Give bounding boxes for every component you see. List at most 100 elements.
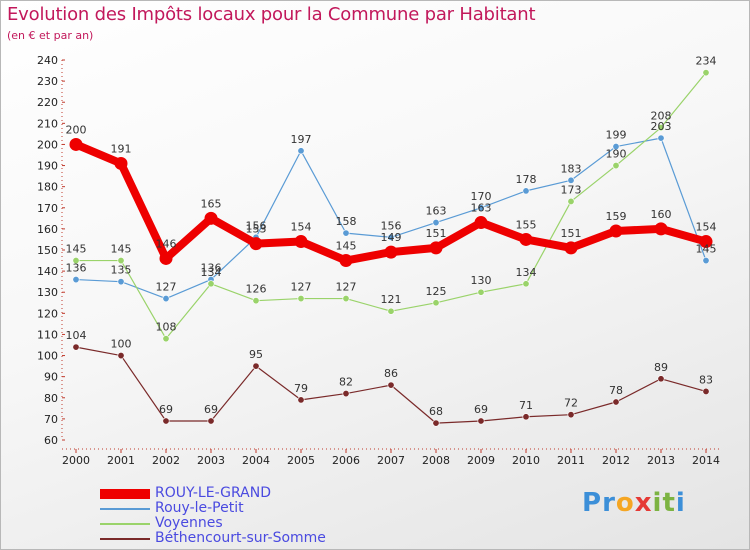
data-label: 145 [66, 243, 87, 256]
data-point [567, 411, 575, 419]
data-point [522, 280, 530, 288]
data-label: 170 [471, 190, 492, 203]
data-point [204, 211, 218, 225]
data-point [612, 162, 620, 170]
data-label: 125 [426, 285, 447, 298]
series-layer [69, 69, 713, 427]
data-label: 83 [699, 373, 713, 386]
logo-letter: x [634, 488, 653, 518]
x-tick-label: 2011 [557, 454, 585, 467]
data-point [609, 224, 623, 238]
data-label: 165 [201, 197, 222, 210]
data-point [474, 216, 488, 230]
data-point [69, 137, 83, 151]
data-point [567, 197, 575, 205]
data-point [117, 352, 125, 360]
data-point [702, 257, 710, 265]
data-point [567, 176, 575, 184]
data-point [702, 387, 710, 395]
x-tick-label: 2008 [422, 454, 450, 467]
data-label: 153 [246, 223, 267, 236]
data-point [162, 335, 170, 343]
data-label: 69 [159, 403, 173, 416]
legend-swatch [100, 523, 150, 525]
data-point [207, 417, 215, 425]
data-label: 199 [606, 129, 627, 142]
x-tick-label: 2006 [332, 454, 360, 467]
data-point [297, 396, 305, 404]
legend-label: Rouy-le-Petit [155, 500, 244, 516]
data-label: 155 [516, 218, 537, 231]
y-tick-label: 240 [37, 54, 58, 67]
data-label: 95 [249, 348, 263, 361]
x-tick-label: 2003 [197, 454, 225, 467]
y-tick-label: 170 [37, 202, 58, 215]
x-tick-label: 2001 [107, 454, 135, 467]
data-point [522, 187, 530, 195]
data-label: 72 [564, 397, 578, 410]
data-point [432, 219, 440, 227]
data-label: 69 [204, 403, 218, 416]
data-point [342, 229, 350, 237]
data-point [387, 233, 395, 241]
x-tick-label: 2009 [467, 454, 495, 467]
data-point [297, 295, 305, 303]
data-point [387, 381, 395, 389]
data-point [432, 419, 440, 427]
legend-label: Voyennes [155, 515, 223, 531]
y-tick-label: 140 [37, 265, 58, 278]
legend-label: ROUY-LE-GRAND [155, 485, 271, 501]
data-label: 134 [516, 266, 537, 279]
y-tick-label: 90 [44, 371, 58, 384]
data-label: 197 [291, 133, 312, 146]
logo-letter: P [582, 488, 603, 518]
data-label: 156 [246, 219, 267, 232]
data-point [207, 280, 215, 288]
data-point [72, 343, 80, 351]
data-label: 145 [336, 240, 357, 253]
data-label: 136 [66, 262, 87, 275]
x-tick-label: 2004 [242, 454, 270, 467]
data-point [477, 288, 485, 296]
data-label: 82 [339, 376, 353, 389]
series-0 [69, 137, 713, 268]
data-label: 71 [519, 399, 533, 412]
y-tick-label: 110 [37, 328, 58, 341]
data-point [564, 241, 578, 255]
x-tick-label: 2005 [287, 454, 315, 467]
data-label: 159 [606, 210, 627, 223]
data-label: 136 [201, 262, 222, 275]
data-label: 68 [429, 405, 443, 418]
y-tick-label: 150 [37, 244, 58, 257]
data-label: 79 [294, 382, 308, 395]
y-tick-label: 210 [37, 117, 58, 130]
data-label: 203 [651, 120, 672, 133]
y-tick-label: 220 [37, 96, 58, 109]
legend-swatch [100, 508, 150, 510]
data-point [612, 143, 620, 151]
y-tick-label: 80 [44, 392, 58, 405]
data-label: 158 [336, 215, 357, 228]
data-label: 191 [111, 142, 132, 155]
x-tick-label: 2012 [602, 454, 630, 467]
data-point [699, 235, 713, 249]
data-point [72, 276, 80, 284]
data-label: 234 [696, 55, 717, 68]
chart-title: Evolution des Impôts locaux pour la Comm… [7, 4, 536, 25]
data-point [342, 390, 350, 398]
data-label: 126 [246, 283, 267, 296]
y-tick-label: 120 [37, 307, 58, 320]
chart-subtitle: (en € et par an) [7, 29, 94, 42]
data-label: 190 [606, 148, 627, 161]
data-label: 134 [201, 266, 222, 279]
data-label: 89 [654, 361, 668, 374]
data-label: 86 [384, 367, 398, 380]
data-label: 108 [156, 321, 177, 334]
data-label: 151 [426, 227, 447, 240]
y-tick-label: 200 [37, 138, 58, 151]
y-tick-label: 70 [44, 413, 58, 426]
data-point [522, 413, 530, 421]
data-point [72, 257, 80, 265]
data-label: 104 [66, 329, 87, 342]
